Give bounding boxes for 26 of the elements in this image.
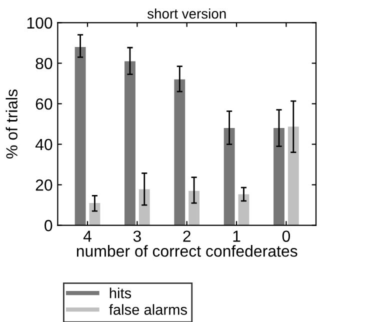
bar [174, 79, 186, 226]
legend-label: false alarms [109, 304, 187, 315]
x-axis-title: number of correct confederates [76, 245, 298, 257]
bar [238, 194, 250, 226]
y-axis-title: % of trials [6, 90, 18, 158]
bar [224, 128, 235, 226]
x-tick-label: 3 [133, 230, 141, 242]
bar [188, 190, 200, 226]
x-tick-label: 4 [83, 230, 92, 242]
chart-title: short version [147, 8, 226, 19]
y-tick-label: 80 [36, 58, 52, 70]
legend-label: hits [110, 288, 132, 298]
x-tick-label: 1 [233, 230, 240, 242]
x-tick-label: 0 [282, 230, 290, 242]
x-tick-label: 2 [183, 230, 190, 242]
bar [274, 128, 284, 226]
y-tick-label: 100 [27, 17, 52, 29]
y-tick-label: 40 [35, 138, 52, 150]
bar [74, 47, 86, 226]
bar [288, 126, 299, 226]
y-tick-label: 0 [44, 220, 52, 232]
bar [138, 189, 150, 226]
bar [89, 203, 100, 226]
y-tick-label: 60 [36, 98, 52, 110]
y-tick-label: 20 [36, 179, 52, 191]
bar [124, 61, 136, 226]
